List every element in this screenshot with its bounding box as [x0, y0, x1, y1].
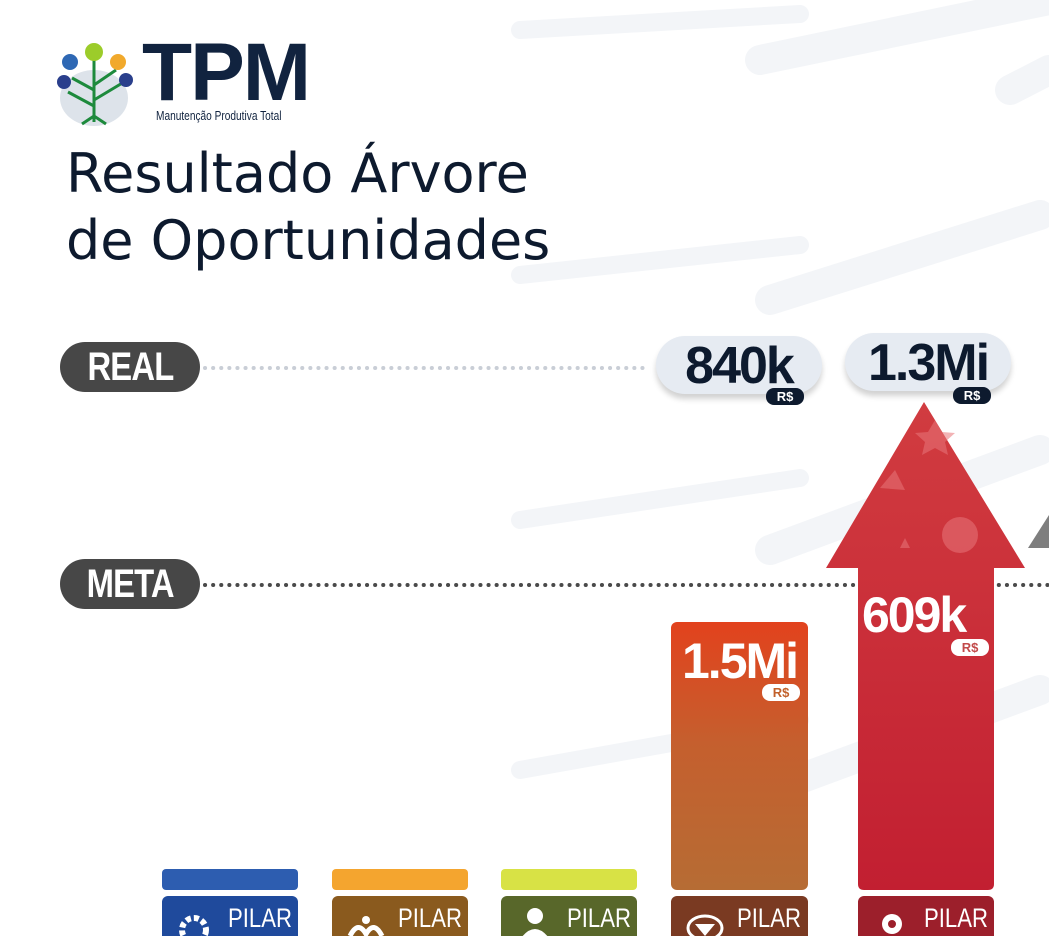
real-label: REAL: [86, 345, 174, 389]
meta-value-label-5: 609k: [862, 587, 967, 643]
real-value-pill-5: 1.3Mi R$: [845, 333, 1011, 404]
page-title: Resultado Árvore de Oportunidades: [66, 140, 550, 274]
pillar-label-4: PILAR: [737, 903, 801, 933]
pillar-tab-2[interactable]: PILAR: [332, 896, 468, 936]
meta-label-pill: META: [60, 559, 200, 609]
currency-badge: R$: [951, 639, 989, 656]
tpm-logo: TPM Manutenção Produtiva Total: [54, 32, 344, 132]
meta-label: META: [86, 562, 174, 606]
hourglass-icon: [686, 914, 724, 936]
real-label-pill: REAL: [60, 342, 200, 392]
pillar-tab-3[interactable]: PILAR: [501, 896, 637, 936]
meta-value-label-4: 1.5Mi: [682, 633, 799, 689]
pillar-strip-3: [501, 869, 637, 890]
real-value-label-4: 840k: [685, 337, 795, 395]
currency-badge: R$: [766, 388, 804, 405]
logo-subtitle: Manutenção Produtiva Total: [156, 108, 282, 123]
title-line-1: Resultado Árvore: [66, 142, 529, 205]
person-icon: [522, 908, 548, 936]
pillar-strip-1: [162, 869, 298, 890]
real-value-label-5: 1.3Mi: [867, 334, 990, 392]
tree-logo-icon: [57, 43, 133, 126]
currency-badge: R$: [762, 684, 800, 701]
pillar-label-5: PILAR: [924, 903, 988, 933]
currency-badge: R$: [953, 387, 991, 404]
sprout-hand-icon: [347, 916, 385, 936]
logo-wordmark: TPM: [142, 27, 311, 118]
pillar-label-1: PILAR: [228, 903, 292, 933]
gear-icon: [882, 914, 902, 934]
pillar-label-3: PILAR: [567, 903, 631, 933]
real-value-pill-4: 840k R$: [656, 336, 822, 405]
title-line-2: de Oportunidades: [66, 209, 551, 272]
pillar-tab-4[interactable]: PILAR: [671, 896, 808, 936]
pillar-tab-1[interactable]: PILAR: [162, 896, 298, 936]
pillar-label-2: PILAR: [398, 903, 462, 933]
pillar-tab-5[interactable]: PILAR: [858, 896, 994, 936]
gear-refresh-icon: [179, 915, 209, 936]
pillar-strip-2: [332, 869, 468, 890]
